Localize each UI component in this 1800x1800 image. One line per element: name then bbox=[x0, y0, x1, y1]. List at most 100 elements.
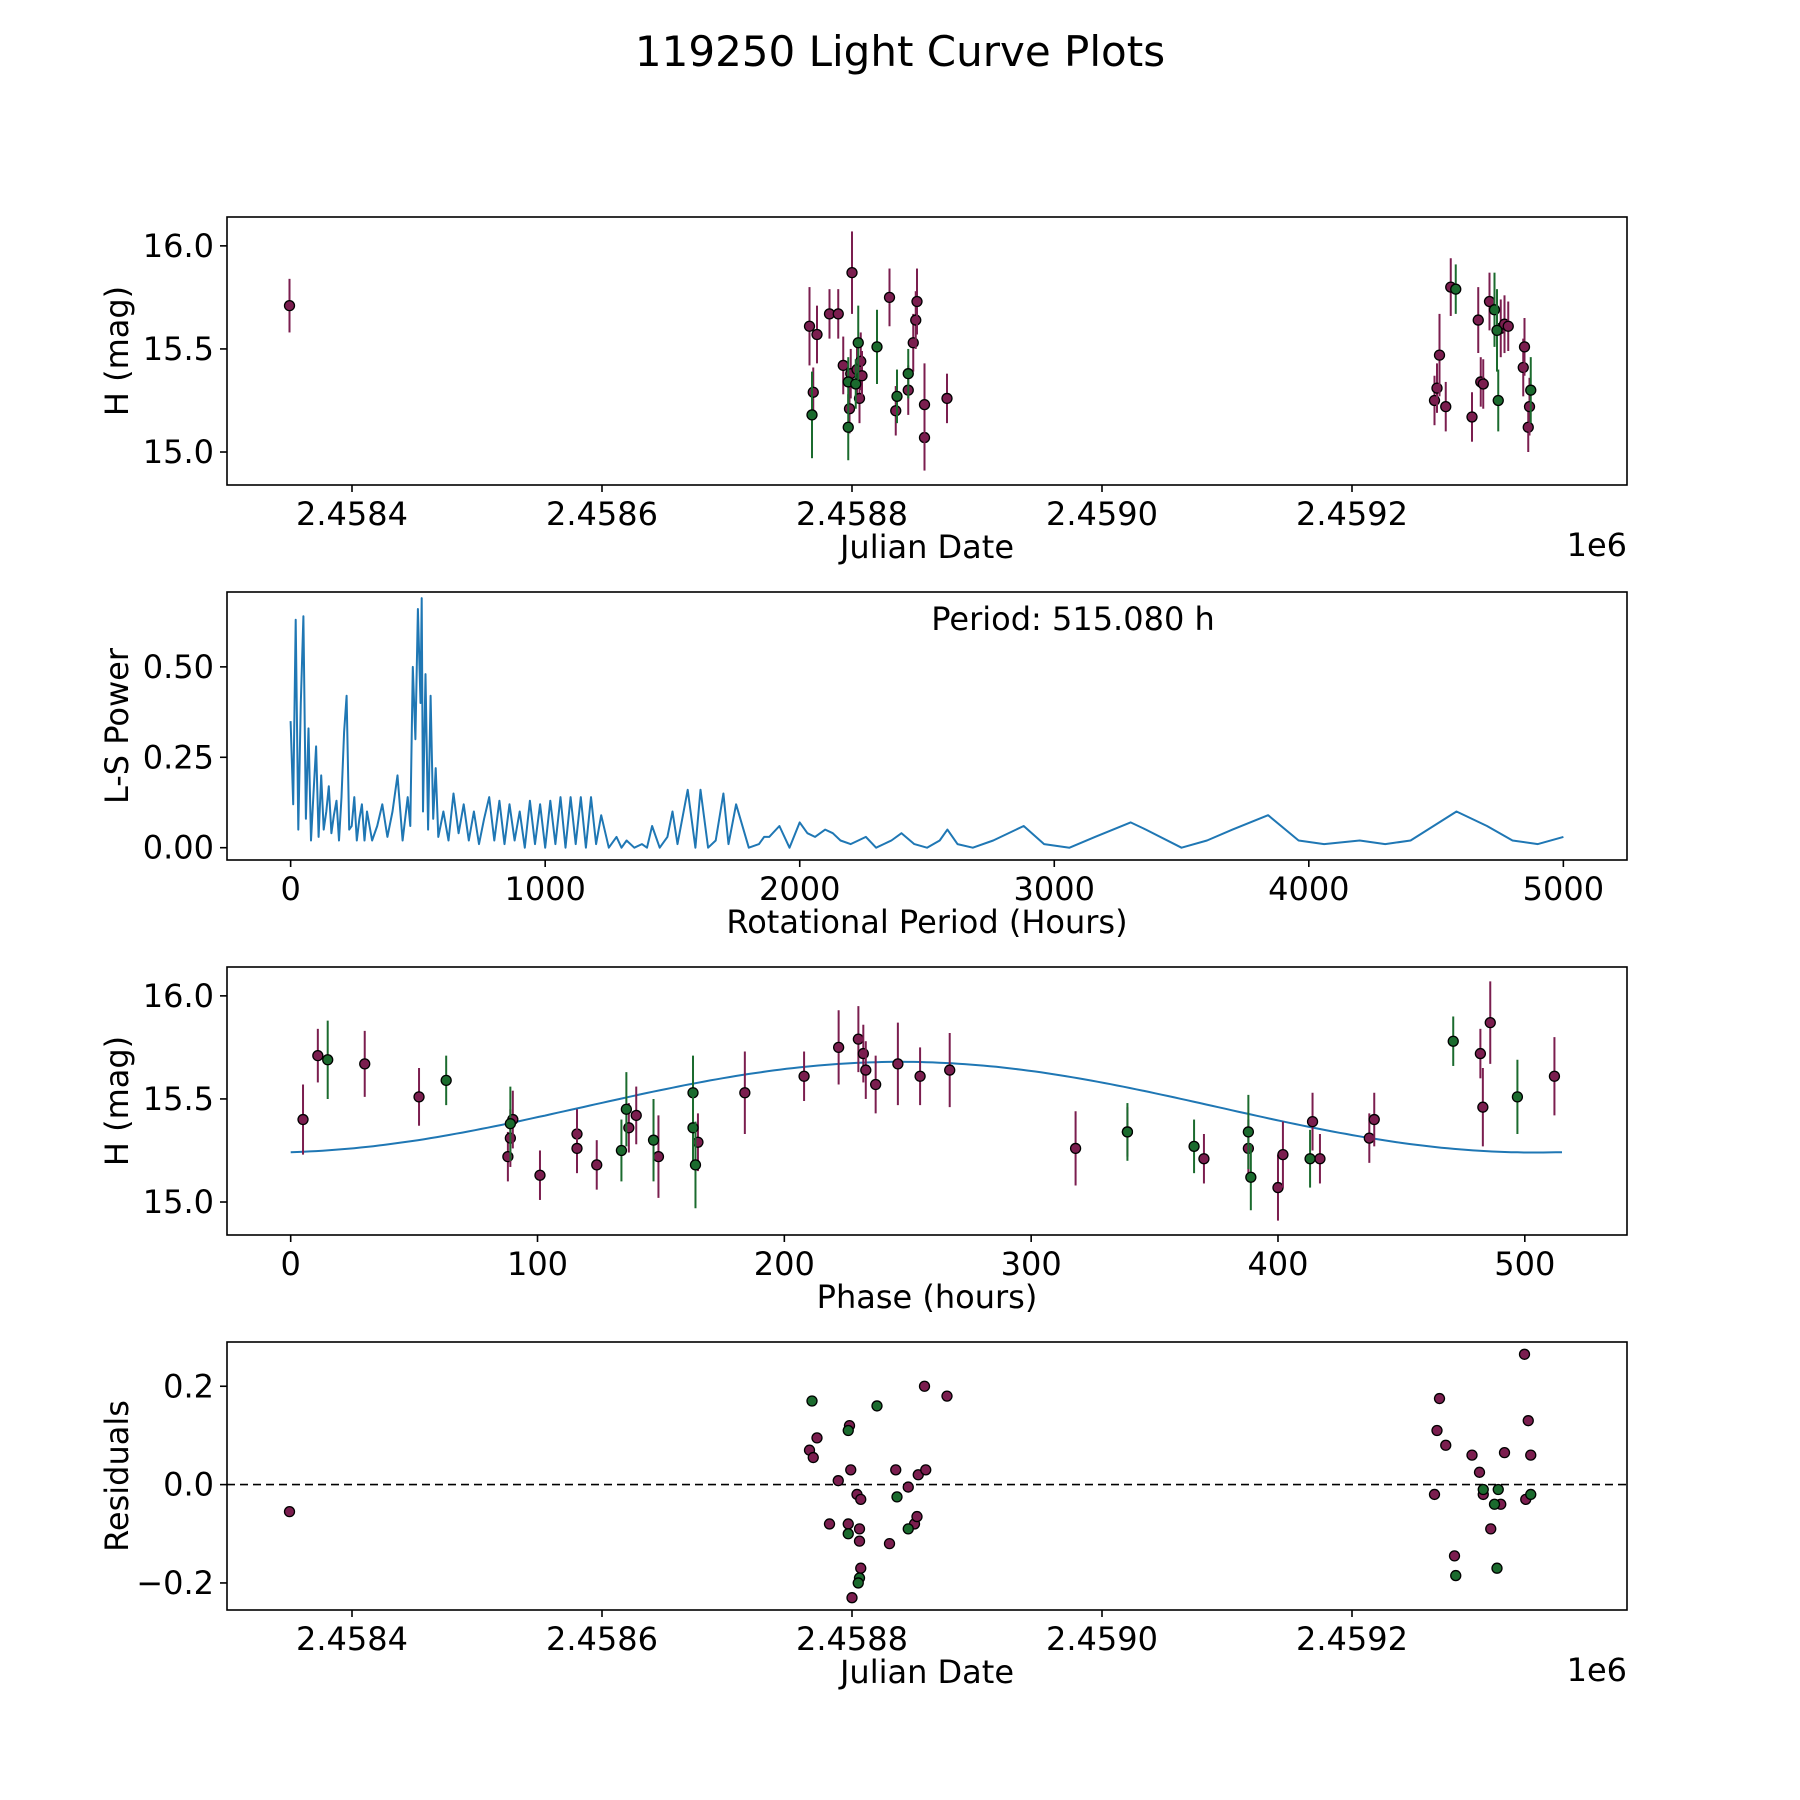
data-point bbox=[807, 1451, 819, 1464]
residuals-x-label: Julian Date bbox=[838, 1653, 1014, 1691]
data-point bbox=[283, 299, 296, 312]
lightcurve-x-offset: 1e6 bbox=[1567, 526, 1627, 564]
data-point bbox=[1433, 1392, 1446, 1405]
data-point bbox=[1502, 320, 1514, 332]
data-point bbox=[1304, 1153, 1316, 1165]
data-point bbox=[1363, 1132, 1375, 1144]
lightcurve-axes-frame bbox=[226, 216, 1628, 486]
x-tick-label: 400 bbox=[1247, 1245, 1308, 1283]
data-point bbox=[842, 421, 854, 433]
x-tick-label: 2000 bbox=[759, 870, 840, 908]
data-point bbox=[1450, 283, 1462, 295]
data-point bbox=[1450, 1569, 1462, 1582]
data-point bbox=[1069, 1142, 1082, 1155]
lightcurve-x-label: Julian Date bbox=[838, 528, 1014, 566]
data-point bbox=[1440, 401, 1452, 413]
data-point bbox=[1492, 1483, 1504, 1496]
periodogram-marks bbox=[289, 597, 1564, 849]
data-point bbox=[652, 1151, 665, 1163]
periodogram-panel: 0 1000 2000 3000 4000 5000 0.00 0.25 0.50 Perio… bbox=[98, 591, 1628, 941]
data-point bbox=[1428, 1488, 1441, 1501]
x-tick-label: 300 bbox=[1001, 1245, 1062, 1283]
data-point bbox=[504, 1118, 517, 1130]
data-point bbox=[1466, 1449, 1478, 1461]
x-tick-label: 2.4584 bbox=[296, 1620, 408, 1658]
data-point bbox=[911, 295, 923, 308]
data-point bbox=[891, 390, 903, 403]
data-point bbox=[534, 1169, 546, 1181]
periodogram-y-label: L-S Power bbox=[98, 647, 136, 804]
phased-axes-frame bbox=[226, 966, 1628, 1236]
data-point bbox=[1491, 1562, 1503, 1574]
data-point bbox=[944, 1064, 956, 1076]
x-tick-label: 2.4588 bbox=[796, 1620, 908, 1658]
lightcurve-x-ticks: 2.4584 2.4586 2.4588 2.4590 2.4592 bbox=[296, 485, 1408, 533]
data-point bbox=[1188, 1140, 1200, 1153]
y-tick-label: 16.0 bbox=[143, 977, 214, 1015]
data-point bbox=[857, 1047, 869, 1060]
data-point bbox=[1518, 341, 1531, 353]
x-tick-label: 2.4588 bbox=[796, 495, 908, 533]
y-tick-label: 16.0 bbox=[143, 227, 214, 265]
data-point bbox=[846, 1592, 858, 1604]
residuals-x-offset: 1e6 bbox=[1567, 1651, 1627, 1689]
data-point bbox=[798, 1070, 810, 1082]
data-point bbox=[1525, 384, 1537, 396]
data-point bbox=[845, 1464, 857, 1476]
data-point bbox=[852, 1033, 865, 1045]
data-point bbox=[283, 1506, 296, 1518]
x-tick-label: 100 bbox=[507, 1245, 568, 1283]
data-point bbox=[871, 341, 883, 353]
data-point bbox=[1498, 1446, 1511, 1459]
y-tick-label: −0.2 bbox=[136, 1564, 214, 1602]
data-point bbox=[1474, 1047, 1487, 1060]
phased-y-ticks: 15.0 15.5 16.0 bbox=[143, 977, 227, 1221]
residuals-marks bbox=[227, 1348, 1627, 1604]
data-point bbox=[359, 1058, 371, 1070]
data-point bbox=[1440, 1439, 1452, 1451]
data-point bbox=[832, 308, 844, 320]
data-point bbox=[1368, 1113, 1380, 1126]
data-point bbox=[1511, 1091, 1524, 1103]
lightcurve-y-ticks: 15.0 15.5 16.0 bbox=[143, 227, 227, 471]
x-tick-label: 2.4592 bbox=[1296, 1620, 1408, 1658]
phased-y-label: H (mag) bbox=[98, 1036, 136, 1166]
lightcurve-panel: 2.4584 2.4586 2.4588 2.4590 2.4592 15.015.51… bbox=[98, 216, 1628, 566]
data-point bbox=[1198, 1153, 1210, 1165]
phased-x-ticks: 0 100 200 300 400 500 bbox=[281, 1235, 1555, 1283]
data-point bbox=[1488, 1498, 1501, 1510]
data-point bbox=[941, 1390, 953, 1402]
data-point bbox=[1447, 1035, 1459, 1047]
data-point bbox=[1431, 1424, 1443, 1437]
data-point bbox=[855, 1493, 867, 1506]
data-point bbox=[1484, 1017, 1496, 1029]
data-point bbox=[941, 392, 953, 405]
data-point bbox=[1525, 1488, 1537, 1501]
data-point bbox=[1448, 1550, 1461, 1562]
data-point bbox=[502, 1151, 514, 1163]
data-point bbox=[811, 1432, 823, 1444]
data-point bbox=[620, 1103, 633, 1115]
data-point bbox=[739, 1087, 751, 1099]
data-point bbox=[630, 1109, 642, 1122]
figure-title: 119250 Light Curve Plots bbox=[635, 27, 1165, 76]
data-point bbox=[852, 1577, 864, 1589]
data-point bbox=[918, 1380, 931, 1392]
data-point bbox=[890, 405, 902, 417]
data-point bbox=[803, 320, 816, 332]
data-point bbox=[1433, 349, 1446, 361]
y-tick-label: 0.00 bbox=[143, 829, 214, 867]
residuals-axes-frame bbox=[226, 1341, 1628, 1611]
data-point bbox=[871, 1400, 883, 1412]
data-point bbox=[1272, 1181, 1284, 1194]
data-point bbox=[615, 1144, 628, 1157]
data-point bbox=[647, 1134, 660, 1146]
y-tick-label: 15.5 bbox=[143, 1080, 214, 1118]
data-point bbox=[440, 1074, 452, 1087]
x-tick-label: 200 bbox=[754, 1245, 815, 1283]
data-point bbox=[918, 398, 931, 411]
data-point bbox=[1523, 401, 1536, 413]
data-point bbox=[860, 1064, 872, 1076]
data-point bbox=[1518, 1348, 1531, 1360]
data-point bbox=[811, 328, 823, 341]
